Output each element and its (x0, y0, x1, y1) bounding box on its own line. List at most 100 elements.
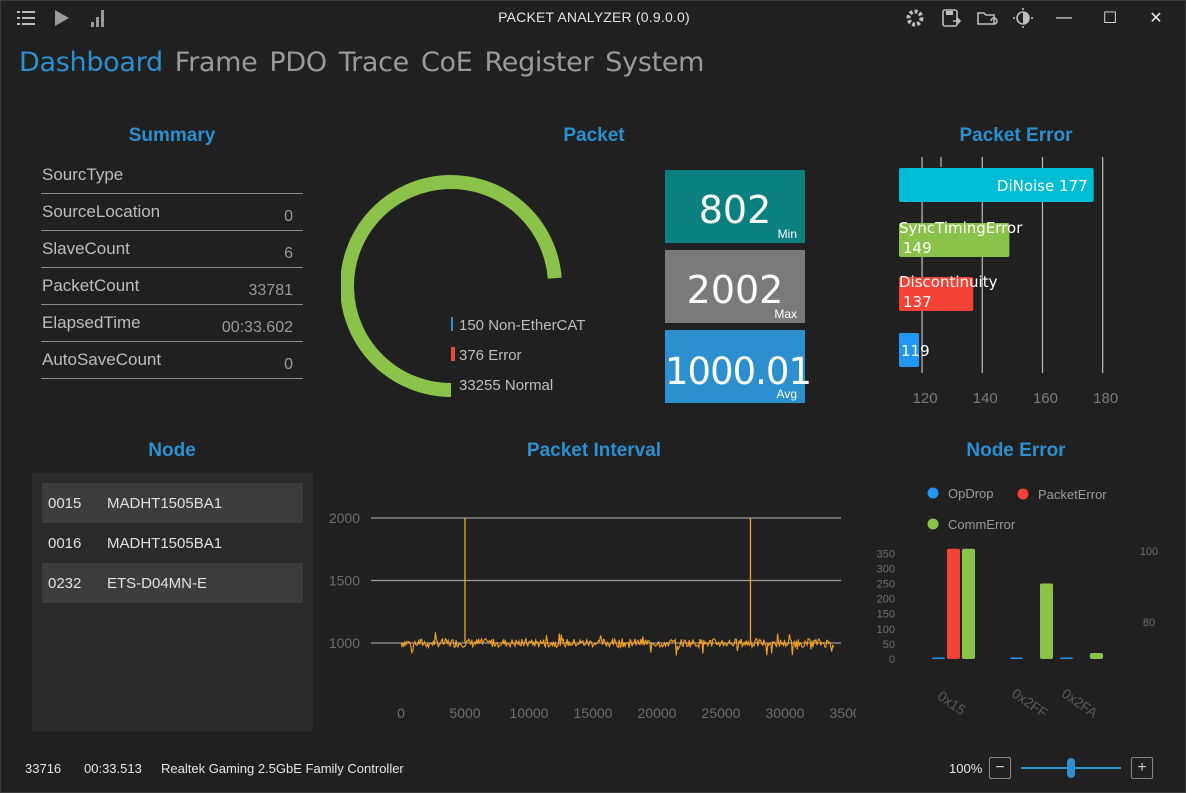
legend-error: 376 Error (451, 347, 522, 364)
node-error-legend-label: CommError (948, 517, 1016, 532)
stat-max-value: 2002 (686, 268, 784, 312)
summary-key: SourceLocation (42, 202, 161, 221)
signal-bars-icon[interactable] (87, 7, 109, 29)
tab-coe[interactable]: CoE (421, 47, 473, 78)
legend-normal: 33255 Normal (459, 377, 553, 394)
close-button[interactable]: ✕ (1149, 10, 1163, 27)
node-error-y-tick-label: 100 (877, 624, 895, 636)
node-row[interactable]: 0015 MADHT1505BA1 (42, 483, 303, 523)
interval-series-line (400, 632, 835, 656)
node-error-legend-label: OpDrop (948, 486, 994, 501)
zoom-slider-thumb[interactable] (1067, 758, 1075, 778)
stat-avg-label: Avg (776, 387, 797, 401)
stat-max-label: Max (774, 307, 797, 321)
interval-x-tick-label: 5000 (449, 705, 480, 721)
node-id: 0016 (48, 535, 82, 552)
summary-row: ElapsedTime 00:33.602 (41, 305, 303, 342)
node-list: 0015 MADHT1505BA1 0016 MADHT1505BA1 0232 ET… (32, 473, 313, 731)
summary-key: PacketCount (42, 276, 140, 295)
summary-row: SlaveCount 6 (41, 231, 303, 268)
node-id: 0232 (48, 575, 82, 592)
node-error-bar (947, 548, 960, 659)
node-error-y-tick-label: 0 (889, 654, 895, 666)
packet-error-bar-value: 119 (901, 342, 930, 360)
stat-avg-tile: 1000.01 Avg (665, 330, 812, 403)
interval-x-tick-label: 35000 (830, 705, 856, 721)
summary-row: AutoSaveCount 0 (41, 342, 303, 379)
legend-swatch-red (451, 347, 455, 361)
gear-icon[interactable] (897, 6, 933, 30)
node-error-legend-marker (1017, 488, 1029, 500)
packet-error-chart: 120 140 160 180 DiNoise 177 SyncTimingError 14… (899, 157, 1118, 407)
summary-row: SourceLocation 0 (41, 194, 303, 231)
maximize-button[interactable]: ☐ (1102, 10, 1118, 27)
node-error-y-tick-label: 350 (877, 548, 895, 560)
zoom-out-button[interactable]: − (989, 757, 1011, 779)
save-export-icon[interactable] (933, 6, 969, 30)
packet-error-bar (899, 168, 1094, 202)
interval-x-tick-label: 25000 (702, 705, 741, 721)
theme-contrast-icon[interactable] (1005, 6, 1041, 30)
interval-x-tick-label: 30000 (766, 705, 805, 721)
zoom-slider[interactable] (1019, 757, 1123, 779)
window-title: PACKET ANALYZER (0.9.0.0) (498, 9, 690, 25)
packet-gauge (341, 175, 562, 397)
node-error-bar (1060, 657, 1073, 659)
legend-non-ethercat-label: 150 Non-EtherCAT (459, 317, 586, 334)
node-error-legend-marker (927, 487, 939, 499)
gauge-normal-arc (341, 175, 562, 397)
packet-title: Packet (563, 125, 625, 146)
packet-error-bar (899, 277, 974, 311)
legend-normal-label: 33255 Normal (459, 377, 554, 394)
status-packet-count: 33716 (25, 761, 62, 776)
summary-key: ElapsedTime (42, 313, 141, 332)
node-error-category-label: 0x2FA (1059, 685, 1101, 721)
node-error-y-tick-label: 200 (877, 594, 895, 606)
summary-key: SlaveCount (42, 239, 130, 258)
node-error-bar (932, 657, 945, 659)
tab-frame[interactable]: Frame (174, 47, 258, 78)
status-bar: 33716 00:33.513 Realtek Gaming 2.5GbE Fa… (1, 753, 1186, 783)
tab-pdo[interactable]: PDO (269, 47, 327, 78)
stat-min-value: 802 (698, 188, 772, 232)
node-error-bar (1090, 652, 1103, 659)
node-error-category-label: 0x2FF (1009, 685, 1051, 721)
summary-table: SourcType SourceLocation 0 SlaveCount 6 Pa… (41, 157, 303, 379)
tab-dashboard[interactable]: Dashboard (19, 47, 163, 78)
node-name: MADHT1505BA1 (107, 495, 223, 512)
node-error-y2-tick-label: 100 (1140, 546, 1158, 558)
node-error-y-tick-label: 50 (883, 639, 895, 651)
packet-error-bar-label: SyncTimingError (899, 219, 1023, 237)
zoom-in-button[interactable]: + (1131, 757, 1153, 779)
zoom-percent: 100% (949, 761, 983, 776)
packet-error-title: Packet Error (959, 125, 1073, 146)
node-error-bar (1010, 657, 1023, 659)
node-error-y-tick-label: 250 (877, 579, 895, 591)
node-error-title: Node Error (966, 440, 1066, 461)
summary-value: 6 (284, 245, 293, 262)
folder-refresh-icon[interactable] (969, 6, 1005, 30)
menu-list-icon[interactable] (15, 7, 37, 29)
node-error-y-tick-label: 150 (877, 609, 895, 621)
legend-error-label: 376 Error (459, 347, 522, 364)
node-error-legend-label: PacketError (1038, 487, 1107, 502)
minimize-button[interactable]: — (1056, 9, 1072, 26)
interval-y-tick-label: 2000 (329, 510, 360, 526)
tab-register[interactable]: Register (484, 47, 594, 78)
summary-value: 0 (284, 208, 293, 225)
tab-system[interactable]: System (605, 47, 705, 78)
tab-trace[interactable]: Trace (338, 47, 409, 78)
legend-swatch-blue (451, 317, 453, 331)
interval-x-tick-label: 20000 (638, 705, 677, 721)
summary-key: AutoSaveCount (42, 350, 162, 369)
play-icon[interactable] (51, 7, 73, 29)
node-error-bar (962, 548, 975, 659)
node-row[interactable]: 0016 MADHT1505BA1 (42, 523, 303, 563)
packet-error-bar (899, 333, 920, 367)
node-error-legend-marker (927, 518, 939, 530)
title-bar: PACKET ANALYZER (0.9.0.0) — ☐ ✕ (1, 1, 1186, 35)
node-row[interactable]: 0232 ETS-D04MN-E (42, 563, 303, 603)
node-name: ETS-D04MN-E (107, 575, 208, 592)
interval-x-tick-label: 10000 (510, 705, 549, 721)
